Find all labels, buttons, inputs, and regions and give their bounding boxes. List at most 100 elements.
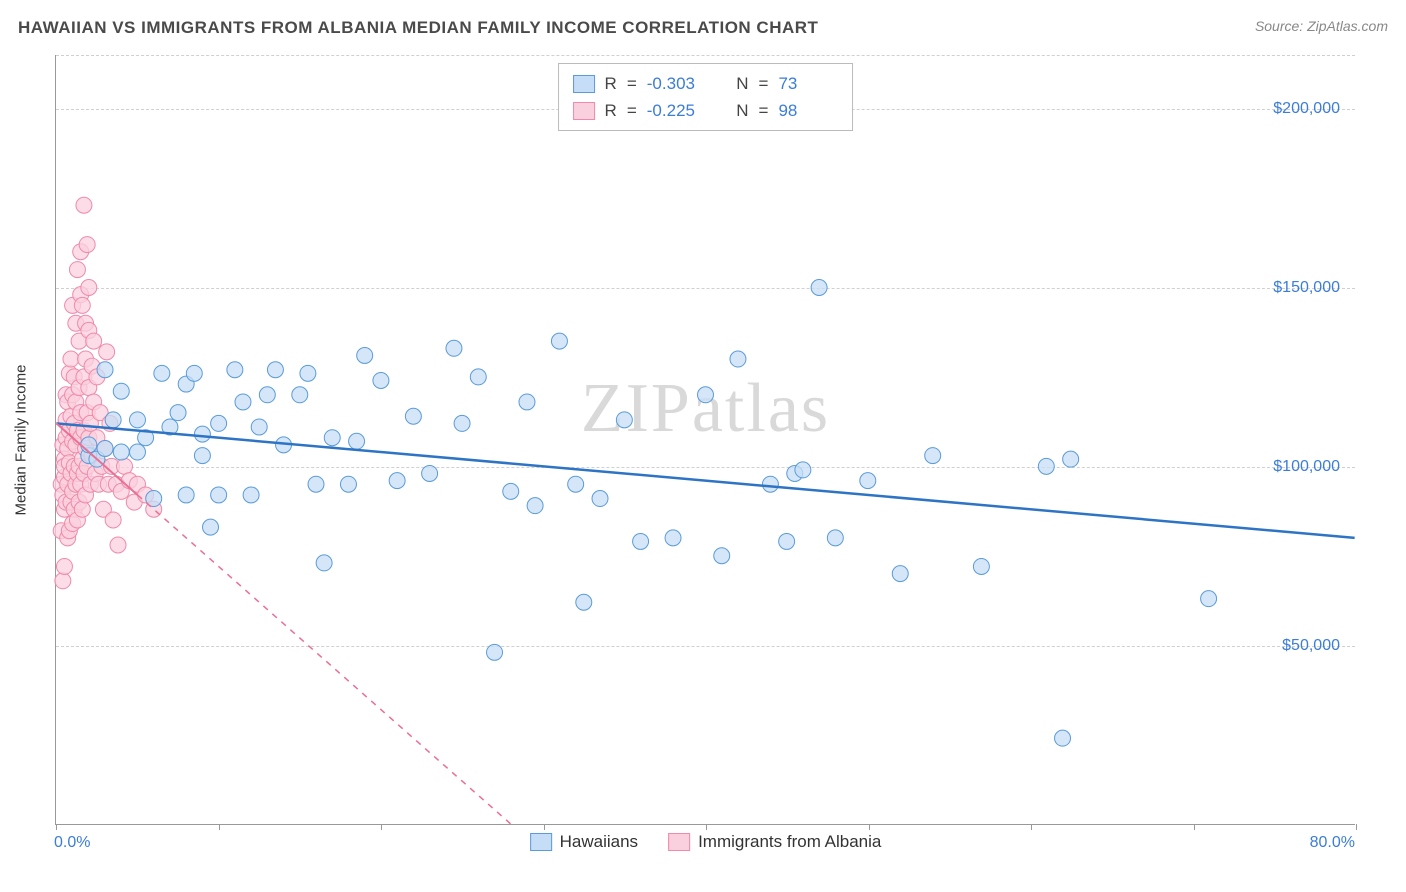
data-point [487, 644, 503, 660]
stats-legend-row: R=-0.225 N=98 [573, 97, 839, 124]
x-tick [56, 824, 57, 830]
x-tick [1031, 824, 1032, 830]
data-point [235, 394, 251, 410]
x-tick [1356, 824, 1357, 830]
data-point [316, 555, 332, 571]
data-point [373, 372, 389, 388]
data-point [267, 362, 283, 378]
data-point [762, 476, 778, 492]
stat-n-label: N [736, 70, 748, 97]
data-point [1063, 451, 1079, 467]
data-point [633, 533, 649, 549]
data-point [292, 387, 308, 403]
data-point [892, 566, 908, 582]
data-point [69, 262, 85, 278]
data-point [76, 197, 92, 213]
data-point [665, 530, 681, 546]
data-point [97, 440, 113, 456]
series-label: Hawaiians [560, 832, 638, 852]
legend-swatch [668, 833, 690, 851]
data-point [795, 462, 811, 478]
data-point [74, 501, 90, 517]
data-point [243, 487, 259, 503]
x-tick [1194, 824, 1195, 830]
data-point [99, 344, 115, 360]
data-point [576, 594, 592, 610]
data-point [97, 362, 113, 378]
data-point [170, 405, 186, 421]
data-point [117, 458, 133, 474]
data-point [203, 519, 219, 535]
data-point [349, 433, 365, 449]
header: HAWAIIAN VS IMMIGRANTS FROM ALBANIA MEDI… [18, 18, 1388, 38]
data-point [405, 408, 421, 424]
data-point [422, 465, 438, 481]
plot-area: Median Family Income ZIPatlas $50,000$10… [55, 55, 1355, 825]
data-point [779, 533, 795, 549]
data-point [251, 419, 267, 435]
data-point [194, 448, 210, 464]
data-point [110, 537, 126, 553]
chart-title: HAWAIIAN VS IMMIGRANTS FROM ALBANIA MEDI… [18, 18, 818, 38]
scatter-svg [56, 55, 1355, 824]
stat-n-value: 73 [778, 70, 838, 97]
data-point [527, 498, 543, 514]
y-axis-title: Median Family Income [13, 364, 30, 515]
trend-line [137, 495, 510, 824]
x-tick [219, 824, 220, 830]
data-point [308, 476, 324, 492]
series-legend-item: Hawaiians [530, 832, 638, 852]
stat-r-label: R [605, 70, 617, 97]
data-point [129, 412, 145, 428]
stat-r-label: R [605, 97, 617, 124]
trend-line [56, 423, 1354, 537]
data-point [81, 437, 97, 453]
data-point [211, 415, 227, 431]
legend-swatch [530, 833, 552, 851]
x-axis-max-label: 80.0% [1310, 834, 1355, 852]
data-point [1201, 591, 1217, 607]
data-point [178, 487, 194, 503]
data-point [389, 473, 405, 489]
data-point [925, 448, 941, 464]
series-label: Immigrants from Albania [698, 832, 881, 852]
x-tick [381, 824, 382, 830]
data-point [1038, 458, 1054, 474]
data-point [568, 476, 584, 492]
data-point [340, 476, 356, 492]
data-point [551, 333, 567, 349]
data-point [113, 383, 129, 399]
x-tick [706, 824, 707, 830]
chart-container: HAWAIIAN VS IMMIGRANTS FROM ALBANIA MEDI… [0, 0, 1406, 892]
stat-r-value: -0.225 [647, 97, 707, 124]
data-point [860, 473, 876, 489]
data-point [55, 573, 71, 589]
data-point [730, 351, 746, 367]
data-point [154, 365, 170, 381]
data-point [616, 412, 632, 428]
data-point [827, 530, 843, 546]
series-legend: Hawaiians Immigrants from Albania [530, 832, 882, 852]
data-point [1055, 730, 1071, 746]
x-axis-min-label: 0.0% [54, 834, 90, 852]
data-point [811, 279, 827, 295]
data-point [113, 444, 129, 460]
stat-n-label: N [736, 97, 748, 124]
legend-swatch [573, 102, 595, 120]
data-point [446, 340, 462, 356]
stats-legend-row: R=-0.303 N=73 [573, 70, 839, 97]
series-legend-item: Immigrants from Albania [668, 832, 881, 852]
stat-n-value: 98 [778, 97, 838, 124]
x-tick [869, 824, 870, 830]
stats-legend: R=-0.303 N=73R=-0.225 N=98 [558, 63, 854, 131]
data-point [324, 430, 340, 446]
x-tick [544, 824, 545, 830]
data-point [63, 351, 79, 367]
data-point [698, 387, 714, 403]
data-point [105, 512, 121, 528]
data-point [211, 487, 227, 503]
data-point [357, 347, 373, 363]
data-point [300, 365, 316, 381]
legend-swatch [573, 75, 595, 93]
stat-r-value: -0.303 [647, 70, 707, 97]
